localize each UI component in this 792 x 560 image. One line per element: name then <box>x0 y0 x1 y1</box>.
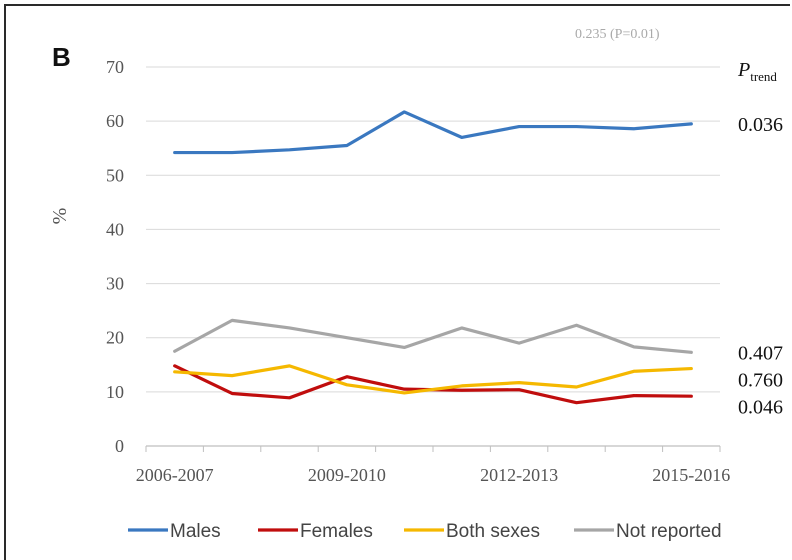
y-tick-label: 30 <box>106 274 124 294</box>
legend-label: Males <box>170 521 221 542</box>
y-tick-label: 0 <box>115 436 124 456</box>
y-tick-label: 10 <box>106 382 124 402</box>
y-tick-label: 60 <box>106 111 124 131</box>
y-tick-label: 40 <box>106 219 124 239</box>
p-trend-value: 0.407 <box>738 342 783 364</box>
series-line-males <box>173 110 693 155</box>
y-tick-label: 50 <box>106 165 124 185</box>
p-trend-value: 0.036 <box>738 114 783 136</box>
x-tick-label: 2006-2007 <box>136 465 214 485</box>
p-trend-value: 0.046 <box>738 396 783 418</box>
legend-label: Both sexes <box>446 521 540 542</box>
legend: Males Females Both sexes Not reported <box>128 521 722 542</box>
y-tick-label: 70 <box>106 57 124 77</box>
series-line-both-sexes <box>173 364 693 395</box>
gridlines <box>146 66 720 393</box>
series-lines <box>173 110 693 405</box>
p-trend-subscript: trend <box>750 69 777 84</box>
series-line-not-reported <box>173 318 693 354</box>
p-trend-value: 0.760 <box>738 369 783 391</box>
x-tick-labels: 2006-2007 2009-2010 2012-2013 2015-2016 <box>136 465 731 485</box>
y-tick-labels: 0 10 20 30 40 50 60 70 <box>106 57 124 456</box>
legend-label: Not reported <box>616 521 722 542</box>
chart-frame <box>4 4 790 560</box>
y-axis-label: % <box>49 208 71 225</box>
p-trend-header: Ptrend <box>737 59 777 84</box>
clipped-overlap-text: 0.235 (P=0.01) <box>575 27 660 42</box>
p-trend-italic: P <box>737 59 750 81</box>
svg-text:Ptrend: Ptrend <box>737 59 777 84</box>
panel-label: B <box>52 42 71 72</box>
x-tick-label: 2015-2016 <box>652 465 730 485</box>
x-tick-label: 2012-2013 <box>480 465 558 485</box>
p-trend-values: 0.036 0.407 0.760 0.046 <box>738 114 783 418</box>
x-axis <box>145 445 721 452</box>
x-tick-label: 2009-2010 <box>308 465 386 485</box>
legend-label: Females <box>300 521 373 542</box>
y-tick-label: 20 <box>106 328 124 348</box>
